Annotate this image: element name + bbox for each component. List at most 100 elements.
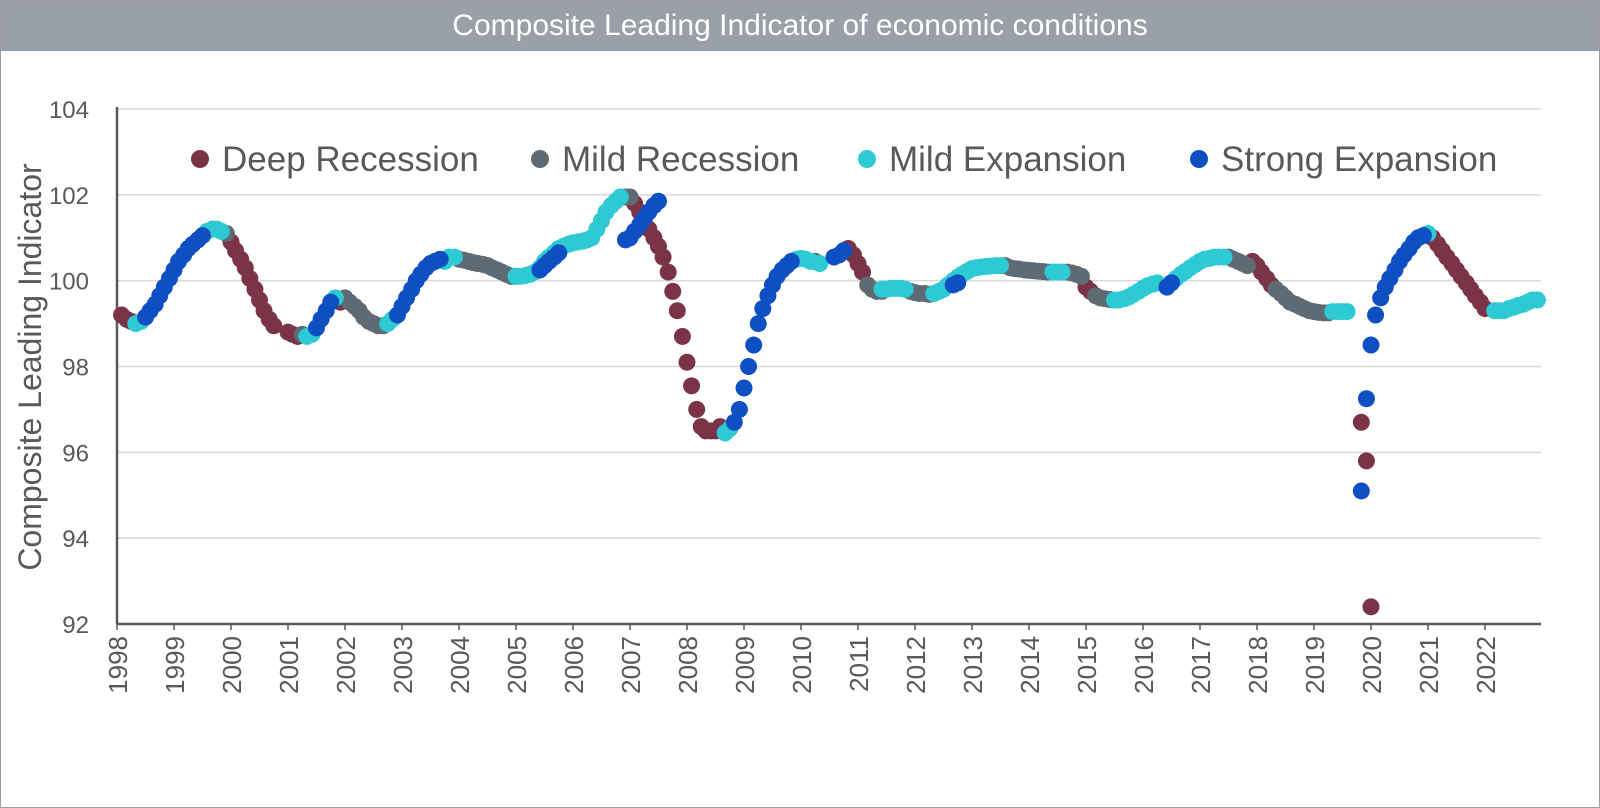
data-point xyxy=(992,257,1009,275)
y-tick-label: 92 xyxy=(62,612,89,639)
x-tick-label: 2014 xyxy=(1015,636,1045,694)
legend-marker-mild-recession xyxy=(531,150,549,168)
x-tick-label: 2005 xyxy=(502,636,532,694)
x-tick-label: 1998 xyxy=(103,636,133,694)
series-strong-expansion xyxy=(137,192,1432,500)
data-point xyxy=(835,242,853,260)
data-point xyxy=(1528,291,1546,309)
data-point xyxy=(654,248,672,266)
x-tick-label: 2013 xyxy=(958,636,988,694)
data-point xyxy=(811,255,829,272)
y-tick-labels: 92 94 96 98 100 102 104 xyxy=(49,97,89,639)
x-tick-label: 2008 xyxy=(673,636,703,694)
x-tick-label: 2018 xyxy=(1243,636,1273,694)
data-point xyxy=(1362,598,1380,616)
x-tick-label: 2006 xyxy=(559,636,589,694)
data-point xyxy=(854,263,872,281)
data-point xyxy=(194,227,211,245)
legend-label-mild-expansion: Mild Expansion xyxy=(889,140,1126,179)
x-tick-label: 2011 xyxy=(844,636,874,692)
x-tick-label: 2002 xyxy=(331,636,361,694)
x-tick-label: 1999 xyxy=(160,636,190,694)
x-tick-label: 2017 xyxy=(1186,636,1216,694)
axes xyxy=(115,107,1541,626)
data-point xyxy=(683,377,701,395)
data-point xyxy=(896,280,914,298)
y-axis-title: Composite Leading Indicator xyxy=(12,163,48,571)
y-tick-label: 96 xyxy=(62,440,89,467)
data-point xyxy=(550,244,568,262)
data-point xyxy=(1163,274,1180,292)
legend-marker-mild-expansion xyxy=(858,150,876,168)
x-tick-label: 2016 xyxy=(1129,636,1159,694)
data-point xyxy=(688,400,706,418)
data-point xyxy=(650,192,667,210)
data-point xyxy=(1352,413,1370,431)
y-tick-label: 100 xyxy=(49,269,89,296)
x-tick-label: 2010 xyxy=(787,636,817,694)
x-tick-label: 2009 xyxy=(730,636,760,694)
legend-label-strong-expansion: Strong Expansion xyxy=(1221,140,1497,179)
y-tick-label: 98 xyxy=(62,355,89,382)
data-point xyxy=(445,248,463,266)
y-tick-label: 102 xyxy=(49,183,89,210)
data-point xyxy=(1357,390,1375,408)
data-point xyxy=(782,252,800,270)
data-point xyxy=(1338,303,1356,321)
x-tick-label: 2021 xyxy=(1414,636,1444,694)
data-point xyxy=(265,317,283,335)
data-point xyxy=(664,282,682,300)
chart-title: Composite Leading Indicator of economic … xyxy=(1,1,1599,51)
x-tick-labels: 1998 1999 2000 2001 2002 2003 2004 2005 2006 2007… xyxy=(103,624,1501,694)
series-mild-expansion xyxy=(127,188,1546,442)
x-tick-label: 2001 xyxy=(274,636,304,694)
legend-label-deep-recession: Deep Recession xyxy=(222,140,479,179)
data-point xyxy=(1367,306,1385,324)
x-tick-label: 2004 xyxy=(445,636,475,694)
data-point xyxy=(1352,482,1370,500)
legend-marker-strong-expansion xyxy=(1190,150,1208,168)
x-tick-label: 2022 xyxy=(1471,636,1501,694)
legend: Deep Recession Mild Recession Mild Expansi… xyxy=(191,140,1497,179)
data-point xyxy=(678,353,696,371)
data-point xyxy=(754,300,772,318)
data-point xyxy=(1414,227,1432,245)
data-point xyxy=(668,302,686,320)
data-point xyxy=(749,315,767,333)
y-tick-label: 104 xyxy=(49,97,89,124)
x-tick-label: 2007 xyxy=(616,636,646,694)
data-point xyxy=(659,263,677,281)
series-deep-recession xyxy=(113,194,1494,616)
legend-marker-deep-recession xyxy=(191,150,209,168)
x-tick-label: 2019 xyxy=(1300,636,1330,694)
data-point xyxy=(212,222,230,240)
data-point xyxy=(740,358,758,375)
data-point xyxy=(730,400,748,418)
data-point xyxy=(735,379,753,397)
data-point xyxy=(1072,267,1090,285)
data-points xyxy=(113,188,1546,616)
data-point xyxy=(1215,248,1233,266)
x-tick-label: 2015 xyxy=(1072,636,1102,694)
data-point xyxy=(1238,257,1256,275)
data-point xyxy=(322,293,340,311)
data-point xyxy=(1053,263,1071,281)
legend-label-mild-recession: Mild Recession xyxy=(562,140,799,179)
data-point xyxy=(611,188,629,206)
series-mild-recession xyxy=(217,188,1337,343)
data-point xyxy=(725,413,743,431)
gridlines xyxy=(117,108,1541,539)
data-point xyxy=(1357,452,1375,470)
x-tick-label: 2003 xyxy=(388,636,418,694)
x-tick-label: 2012 xyxy=(901,636,931,694)
data-point xyxy=(1362,336,1380,354)
data-point xyxy=(745,336,763,354)
x-tick-label: 2000 xyxy=(217,636,247,694)
y-tick-label: 94 xyxy=(62,526,89,553)
data-point xyxy=(431,250,449,268)
data-point xyxy=(949,274,967,292)
data-point xyxy=(673,327,691,345)
x-tick-label: 2020 xyxy=(1357,636,1387,694)
